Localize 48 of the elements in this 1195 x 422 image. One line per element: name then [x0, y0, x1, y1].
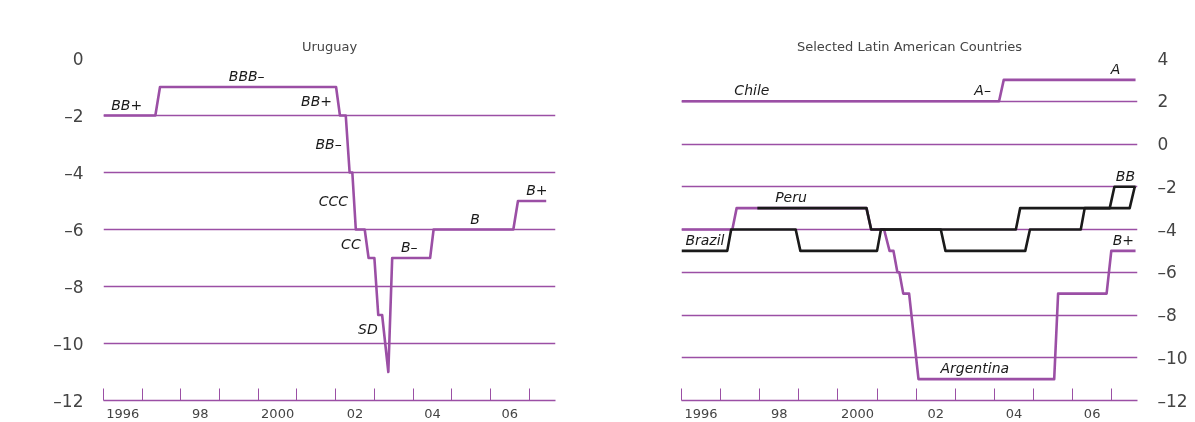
annotation: SD	[358, 321, 378, 338]
y-tick-label: 2	[1157, 91, 1169, 112]
annotation: B+	[1112, 231, 1135, 248]
x-tick-label: 1996	[106, 405, 140, 421]
annotation: B–	[400, 239, 418, 255]
x-tick-label: 06	[1083, 405, 1101, 421]
annotation: BB–	[315, 136, 342, 152]
y-tick-label: –6	[1157, 262, 1177, 283]
y-tick-label: –2	[64, 105, 84, 126]
x-tick-label: 04	[424, 405, 441, 421]
annotation: B+	[526, 182, 548, 198]
chart-title: Uruguay	[301, 38, 358, 54]
y-tick-label: 0	[1157, 134, 1169, 154]
x-tick-label: 1996	[684, 405, 718, 421]
y-tick-label: –2	[1157, 176, 1177, 197]
y-tick-label: 0	[72, 48, 84, 69]
annotation: Argentina	[939, 360, 1010, 377]
annotation: BBB–	[228, 68, 265, 84]
annotation: B	[470, 210, 480, 227]
y-tick-label: –4	[64, 162, 84, 183]
annotation: A	[1109, 60, 1121, 77]
x-tick-label: 04	[1005, 405, 1023, 421]
annotation: Brazil	[685, 231, 725, 248]
y-tick-label: –12	[1157, 390, 1188, 411]
x-tick-label: 02	[346, 405, 364, 421]
y-tick-label: –4	[1157, 219, 1177, 240]
annotation: CC	[341, 235, 361, 252]
annotation: BB	[1115, 167, 1135, 184]
chart-title: Selected Latin American Countries	[796, 38, 1023, 54]
y-tick-label: –6	[64, 219, 84, 240]
annotation: Chile	[734, 82, 770, 99]
y-tick-label: –8	[1157, 305, 1177, 325]
y-tick-label: –12	[53, 390, 84, 411]
annotation: A–	[973, 82, 991, 99]
x-tick-label: 2000	[840, 405, 875, 421]
x-tick-label: 98	[771, 405, 788, 421]
annotation: CCC	[318, 193, 349, 209]
x-tick-label: 2000	[261, 405, 295, 421]
annotation: BB+	[301, 93, 333, 110]
annotation: Peru	[775, 189, 807, 206]
x-tick-label: 98	[191, 405, 209, 421]
x-tick-label: 02	[927, 405, 944, 421]
x-tick-label: 06	[501, 405, 519, 421]
annotation: BB+	[111, 96, 143, 113]
y-tick-label: –10	[1157, 347, 1188, 368]
y-tick-label: –8	[64, 276, 84, 297]
y-tick-label: –10	[53, 333, 84, 354]
y-tick-label: 4	[1157, 48, 1169, 69]
